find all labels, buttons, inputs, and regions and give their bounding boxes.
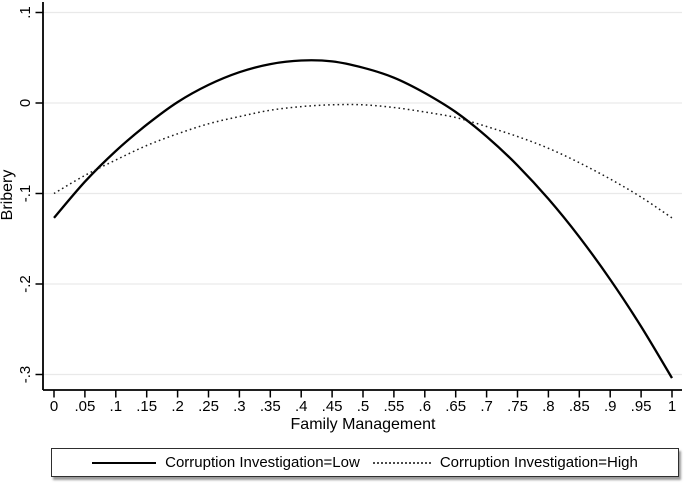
y-tick-label: 0 [17, 99, 34, 107]
x-tick-label: .4 [295, 398, 308, 415]
x-tick-label: .7 [480, 398, 493, 415]
series-line-high [53, 103, 673, 219]
x-tick-label: .6 [419, 398, 432, 415]
legend-line-sample-low [92, 461, 157, 464]
x-tick-label: 0 [50, 398, 58, 415]
x-tick-label: .8 [542, 398, 555, 415]
y-axis-title: Bribery [0, 170, 16, 221]
x-tick-label: .15 [136, 398, 157, 415]
x-tick-label: 1 [668, 398, 676, 415]
x-axis-title: Family Management [291, 416, 437, 433]
x-tick-label: .2 [171, 398, 184, 415]
y-tick-label: -.1 [17, 185, 34, 203]
x-tick-label: .5 [357, 398, 370, 415]
x-tick-label: .75 [507, 398, 528, 415]
y-tick-label: -.3 [17, 366, 34, 384]
curves [53, 59, 673, 379]
x-tick-label: .9 [604, 398, 617, 415]
y-tick-label: -.2 [17, 275, 34, 293]
y-axis-ticks: .1 0 -.1 -.2 -.3 [17, 6, 43, 383]
x-tick-label: .65 [445, 398, 466, 415]
x-tick-label: .3 [233, 398, 246, 415]
gridlines [43, 11, 682, 376]
x-tick-label: .95 [631, 398, 652, 415]
legend-label-high: Corruption Investigation=High [439, 454, 638, 471]
x-tick-label: .45 [322, 398, 343, 415]
plot-area: .1 0 -.1 -.2 -.3 0 .05 .1 .15 .2 .25 .3 .35 .4 .45 .5.… [0, 2, 682, 433]
legend-line-sample-high [372, 461, 431, 464]
series-line-low [53, 59, 673, 379]
axes [42, 2, 682, 391]
x-tick-label: .1 [110, 398, 123, 415]
x-axis-ticks: 0 .05 .1 .15 .2 .25 .3 .35 .4 .45 .5 .55 .6 .65 .7 .75.… [50, 390, 676, 415]
x-tick-label: .35 [260, 398, 281, 415]
x-tick-label: .25 [198, 398, 219, 415]
x-tick-label: .05 [74, 398, 95, 415]
y-tick-label: .1 [17, 6, 34, 19]
x-tick-label: .55 [383, 398, 404, 415]
x-tick-label: .85 [569, 398, 590, 415]
legend-label-low: Corruption Investigation=Low [165, 454, 360, 471]
legend: Corruption Investigation=Low Corruption … [51, 448, 679, 477]
